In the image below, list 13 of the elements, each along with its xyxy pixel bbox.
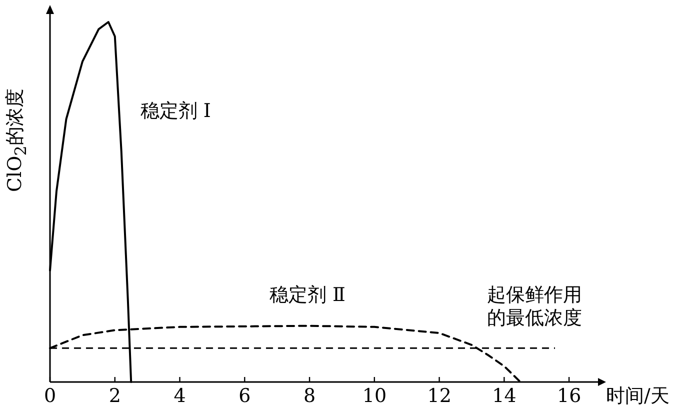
x-tick-label: 12 [427, 385, 452, 408]
series-label: 稳定剂 I [140, 100, 211, 123]
x-tick-label: 10 [362, 385, 387, 408]
x-tick-label: 0 [44, 385, 56, 408]
ref-line-label: 起保鲜作用的最低浓度 [487, 284, 583, 330]
x-axis-title: 时间/天 [606, 385, 670, 408]
x-tick-label: 2 [108, 385, 121, 408]
x-tick-label: 6 [238, 385, 251, 408]
x-tick-label: 4 [174, 385, 186, 408]
x-tick-label: 14 [492, 385, 516, 408]
x-tick-label: 16 [557, 385, 582, 408]
x-tick-label: 8 [304, 385, 316, 408]
series-label: 稳定剂 Ⅱ [270, 284, 346, 307]
